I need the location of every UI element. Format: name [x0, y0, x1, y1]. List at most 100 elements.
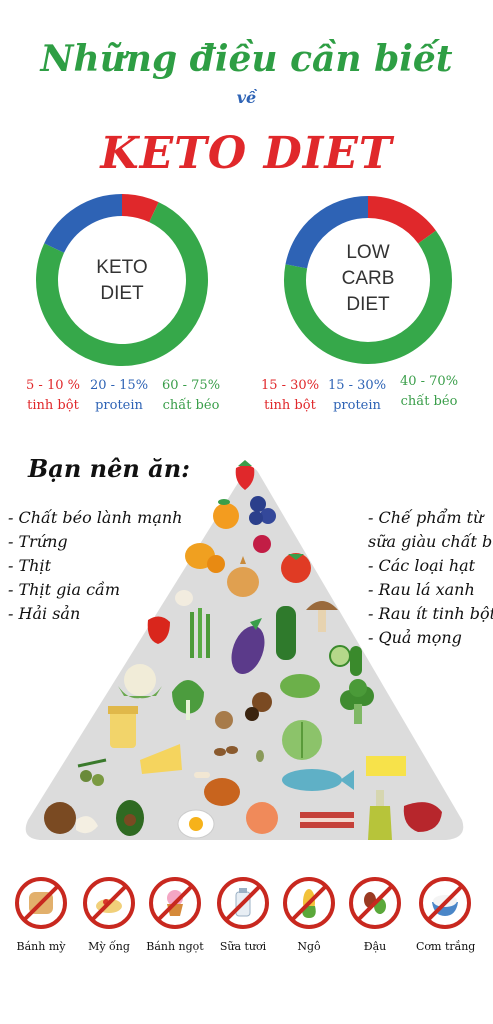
cucumber-icon	[329, 645, 362, 676]
avoid-label: Ngô	[297, 940, 321, 953]
salmon-steak-icon	[246, 802, 278, 834]
avoid-pasta: Mỳ ống	[80, 876, 138, 953]
keto-protein-name: protein	[95, 398, 143, 413]
list-item: - Quả mọng	[368, 628, 462, 647]
list-item: - Thịt gia cầm	[8, 580, 121, 599]
broccoli-icon	[340, 679, 374, 724]
avoid-milk: Sữa tươi	[214, 876, 272, 953]
beans-icon	[349, 877, 401, 929]
avoid-bread: Bánh mỳ	[12, 876, 70, 953]
avoid-label: Sữa tươi	[219, 940, 267, 953]
lowcarb-carb-name: tinh bột	[264, 398, 316, 413]
olives-icon	[77, 758, 107, 786]
coconut-icon	[44, 802, 98, 834]
steak-icon	[403, 802, 442, 832]
egg-icon	[177, 809, 215, 839]
should-eat-left-list: - Chất béo lành mạnh - Trứng - Thịt - Th…	[8, 506, 182, 626]
lowcarb-fat-name: chất béo	[400, 394, 458, 409]
pasta-icon	[83, 877, 135, 929]
keto-fat-segment	[36, 202, 208, 366]
cauliflower-icon	[118, 664, 162, 699]
leafy-greens-icon	[172, 680, 204, 720]
bread-icon	[15, 877, 67, 929]
list-item: - Hải sản	[8, 604, 81, 623]
orange-icon	[213, 499, 239, 529]
seeds-icon	[256, 750, 264, 762]
keto-protein-share: 20 - 15% protein	[84, 376, 154, 416]
lowcarb-carb-pct: 15 - 30%	[260, 378, 320, 393]
bell-pepper-icon	[147, 616, 170, 644]
lowcarb-label-line2: CARB	[341, 268, 395, 289]
title-connector: về	[236, 88, 257, 107]
list-item: - Rau ít tinh bột	[368, 604, 493, 623]
lowcarb-donut-label: LOW CARB DIET	[308, 240, 428, 318]
lowcarb-label-line1: LOW	[346, 242, 390, 263]
yogurt-jar-icon	[108, 706, 138, 748]
lowcarb-donut	[284, 196, 452, 364]
avoid-rice: Cơm trắng	[416, 876, 476, 953]
tomato-icon	[281, 553, 311, 583]
keto-fat-name: chất béo	[162, 398, 220, 413]
avocado-icon	[116, 800, 144, 836]
avoid-label: Bánh mỳ	[16, 940, 66, 953]
olive-oil-icon	[368, 790, 392, 840]
lowcarb-fat-pct: 40 - 70%	[399, 374, 459, 389]
avoid-label: Đậu	[363, 940, 387, 953]
keto-fat-pct: 60 - 75%	[161, 378, 221, 393]
avoid-label: Cơm trắng	[416, 940, 476, 953]
lowcarb-protein-share: 15 - 30% protein	[322, 376, 392, 416]
hazelnut-icon	[245, 692, 272, 721]
keto-protein-segment	[44, 194, 123, 254]
keto-carb-pct: 5 - 10 %	[26, 378, 80, 393]
title-line1: Những điều cần biết	[40, 38, 453, 80]
list-item: sữa giàu chất béo	[368, 532, 493, 551]
strawberry-icon	[235, 460, 255, 490]
almonds-icon	[214, 746, 238, 756]
bacon-icon	[300, 812, 354, 828]
lowcarb-carb-segment	[367, 196, 436, 244]
cheese-icon	[140, 744, 182, 774]
lowcarb-protein-name: protein	[333, 398, 381, 413]
food-pyramid	[25, 460, 464, 840]
lowcarb-fat-segment	[284, 230, 452, 364]
lowcarb-protein-pct: 15 - 30%	[327, 378, 387, 393]
cabbage-icon	[282, 720, 322, 760]
blueberries-icon	[249, 496, 276, 525]
mushroom-icon	[306, 601, 338, 632]
list-item: - Các loại hạt	[368, 556, 476, 575]
list-item: - Trứng	[8, 532, 68, 551]
lowcarb-protein-segment	[285, 196, 369, 269]
keto-donut-label: KETO DIET	[62, 255, 182, 307]
raspberry-icon	[253, 535, 271, 553]
bok-choy-icon	[280, 674, 320, 698]
avoid-label: Bánh ngọt	[146, 940, 204, 953]
list-item: - Chế phẩm từ	[368, 508, 484, 527]
avoid-label: Mỳ ống	[88, 940, 130, 953]
avoid-corn: Ngô	[280, 876, 338, 953]
list-item: - Thịt	[8, 556, 52, 575]
keto-carb-share: 5 - 10 % tinh bột	[18, 376, 88, 416]
list-item: - Chất béo lành mạnh	[8, 508, 183, 527]
chicken-leg-icon	[194, 772, 240, 806]
butter-icon	[366, 756, 406, 776]
avoid-foods-row: Bánh mỳ Mỳ ống Bánh ngọt Sữa tươi	[0, 876, 493, 966]
onion-icon	[227, 556, 259, 597]
title-keto-diet: KETO DIET	[100, 128, 393, 179]
should-eat-right-list: - Chế phẩm từ sữa giàu chất béo - Các lo…	[368, 506, 493, 650]
avoid-beans: Đậu	[346, 876, 404, 953]
milk-icon	[217, 877, 269, 929]
fish-icon	[282, 769, 354, 791]
lowcarb-label-line3: DIET	[346, 294, 390, 315]
zucchini-icon	[276, 606, 296, 660]
lowcarb-fat-share: 40 - 70% chất béo	[394, 372, 464, 412]
should-eat-title: Bạn nên ăn:	[28, 454, 191, 483]
eggplant-icon	[231, 618, 265, 675]
list-item: - Rau lá xanh	[368, 580, 475, 599]
walnut-icon	[215, 711, 233, 729]
keto-donut	[36, 194, 208, 366]
rice-icon	[419, 877, 471, 929]
keto-label-line2: DIET	[100, 283, 144, 304]
keto-fat-share: 60 - 75% chất béo	[156, 376, 226, 416]
avoid-cake: Bánh ngọt	[146, 876, 204, 953]
keto-carb-segment	[121, 194, 159, 223]
